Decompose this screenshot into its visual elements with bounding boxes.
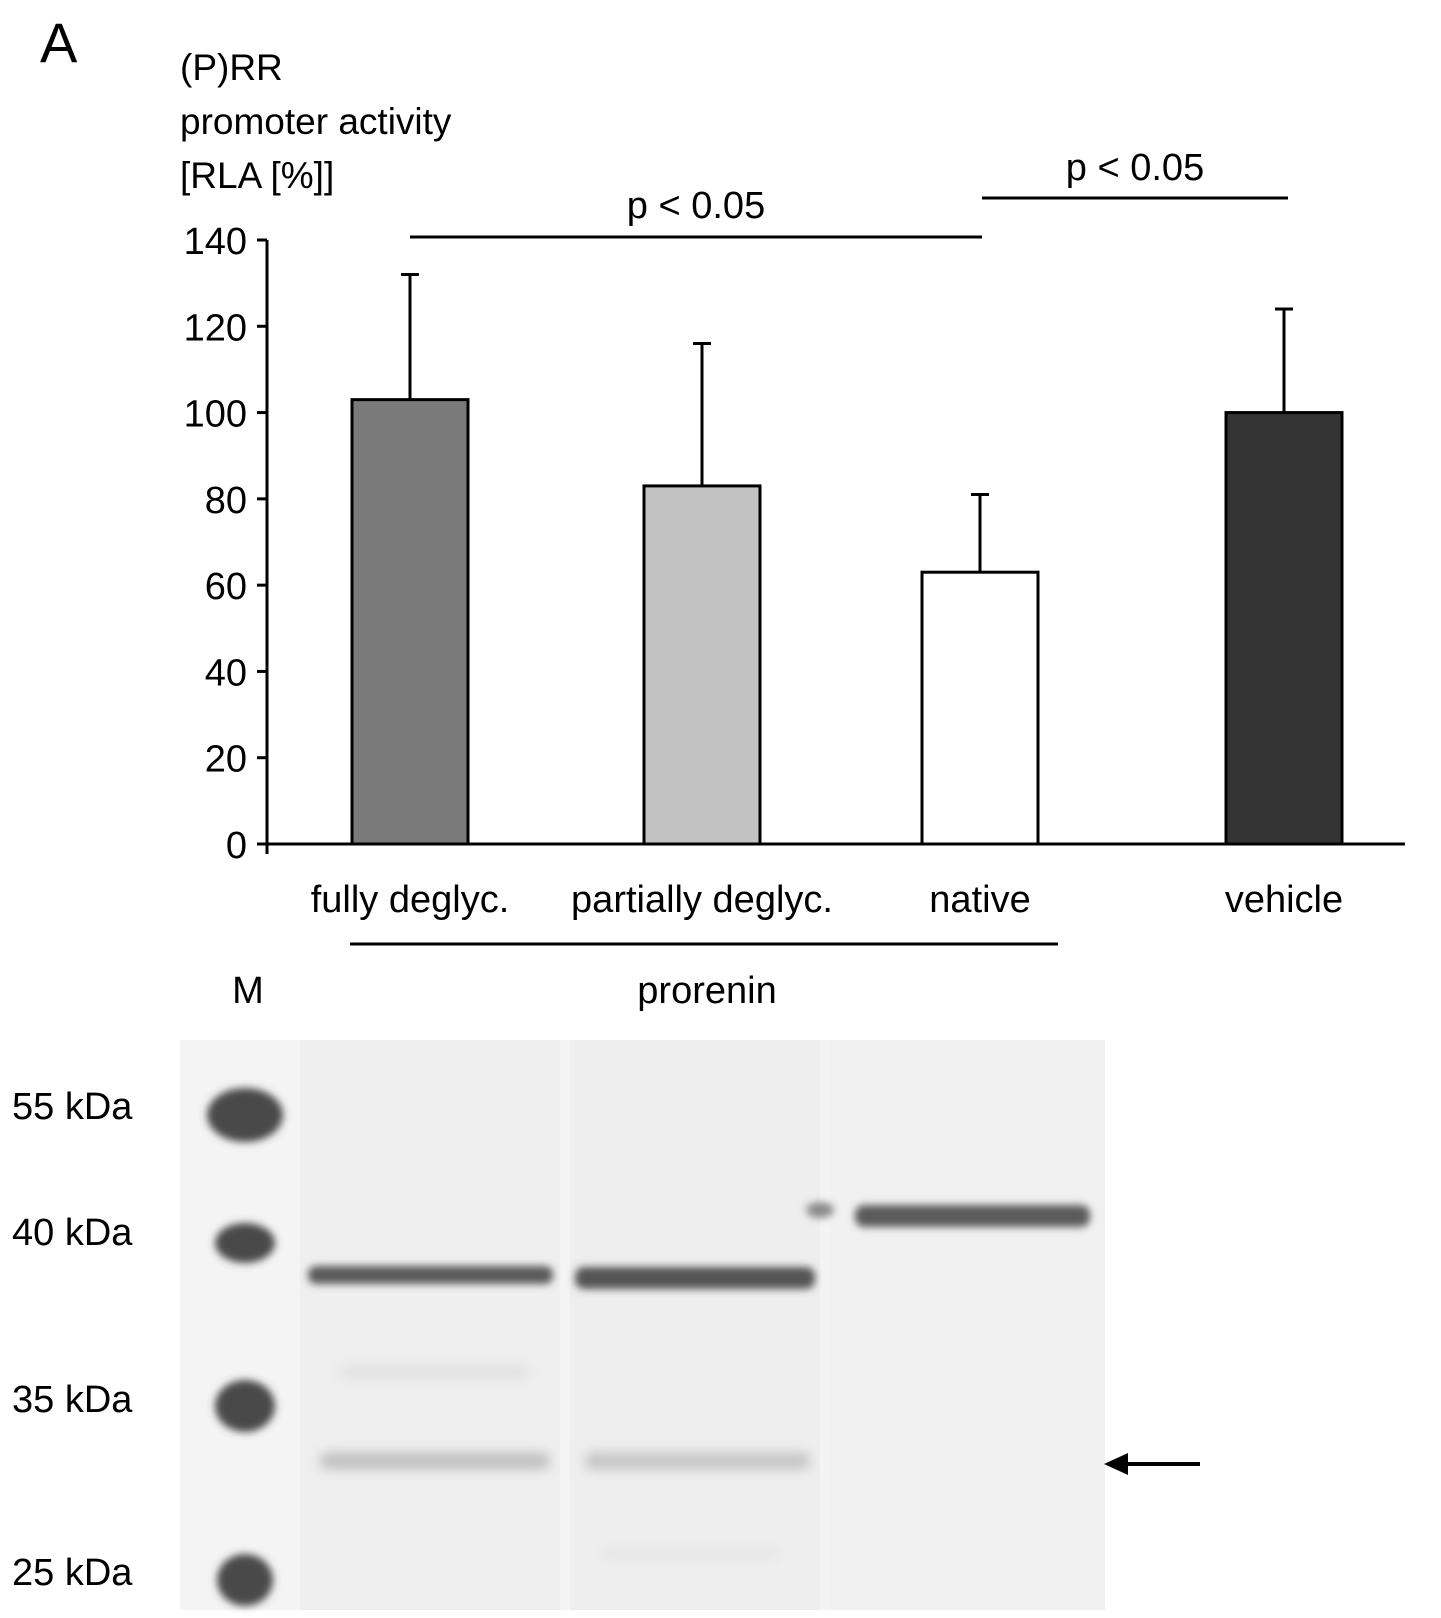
faint-band-lower-1 (600, 1550, 780, 1558)
y-tick-label-40: 40 (205, 652, 247, 694)
marker-size-40kda: 40 kDa (12, 1212, 133, 1254)
faint-band-fully-deglyc (320, 1453, 550, 1469)
band-partially-deglyc (575, 1267, 815, 1289)
marker-band-40kda (215, 1223, 275, 1263)
bar-native (920, 570, 1040, 846)
marker-size-35kda: 35 kDa (12, 1379, 133, 1421)
bar-vehicle (1224, 411, 1344, 846)
x-tick-label-partially-deglyc: partially deglyc. (571, 879, 833, 921)
group-label: prorenin (637, 970, 776, 1012)
bar-chart: 0 20 40 60 80 100 120 140 fully deglyc. partially… (184, 147, 1405, 921)
band-fully-deglyc (308, 1266, 553, 1284)
bar-fully-deglyc (350, 398, 470, 846)
panel-label: A (40, 11, 78, 74)
gel-image: M 55 kDa 40 kDa 35 kDa 25 kDa (12, 970, 1200, 1610)
marker-lane-label: M (232, 970, 264, 1012)
y-tick-label-20: 20 (205, 739, 247, 781)
marker-band-25kda (217, 1554, 273, 1606)
gel-lane-1-shade (300, 1040, 560, 1610)
y-tick-label-100: 100 (184, 394, 247, 436)
gel-lane-2-shade (570, 1040, 820, 1610)
gel-lane-3-shade (830, 1040, 1105, 1610)
faint-band-upper (340, 1367, 530, 1377)
band-native-shoulder (806, 1202, 834, 1218)
y-tick-label-140: 140 (184, 221, 247, 263)
significance-label-1: p < 0.05 (627, 185, 765, 227)
marker-size-25kda: 25 kDa (12, 1552, 133, 1594)
x-tick-label-vehicle: vehicle (1225, 879, 1343, 921)
y-tick-label-0: 0 (226, 825, 247, 867)
marker-band-55kda (207, 1088, 283, 1142)
y-tick-label-60: 60 (205, 566, 247, 608)
left-arrow-icon (1104, 1453, 1200, 1475)
y-axis-label-line-1: (P)RR (180, 47, 283, 88)
y-tick-label-80: 80 (205, 480, 247, 522)
y-axis-label-line-2: promoter activity (180, 101, 452, 142)
marker-band-35kda (215, 1380, 275, 1432)
significance-label-2: p < 0.05 (1066, 147, 1204, 189)
x-tick-label-fully-deglyc: fully deglyc. (311, 879, 510, 921)
band-native (855, 1205, 1090, 1227)
y-tick-label-120: 120 (184, 307, 247, 349)
marker-size-55kda: 55 kDa (12, 1086, 133, 1128)
faint-band-partially-deglyc (585, 1453, 810, 1469)
bar-partially-deglyc (642, 484, 762, 846)
y-axis-label-line-3: [RLA [%]] (180, 155, 334, 196)
x-tick-label-native: native (929, 879, 1030, 921)
